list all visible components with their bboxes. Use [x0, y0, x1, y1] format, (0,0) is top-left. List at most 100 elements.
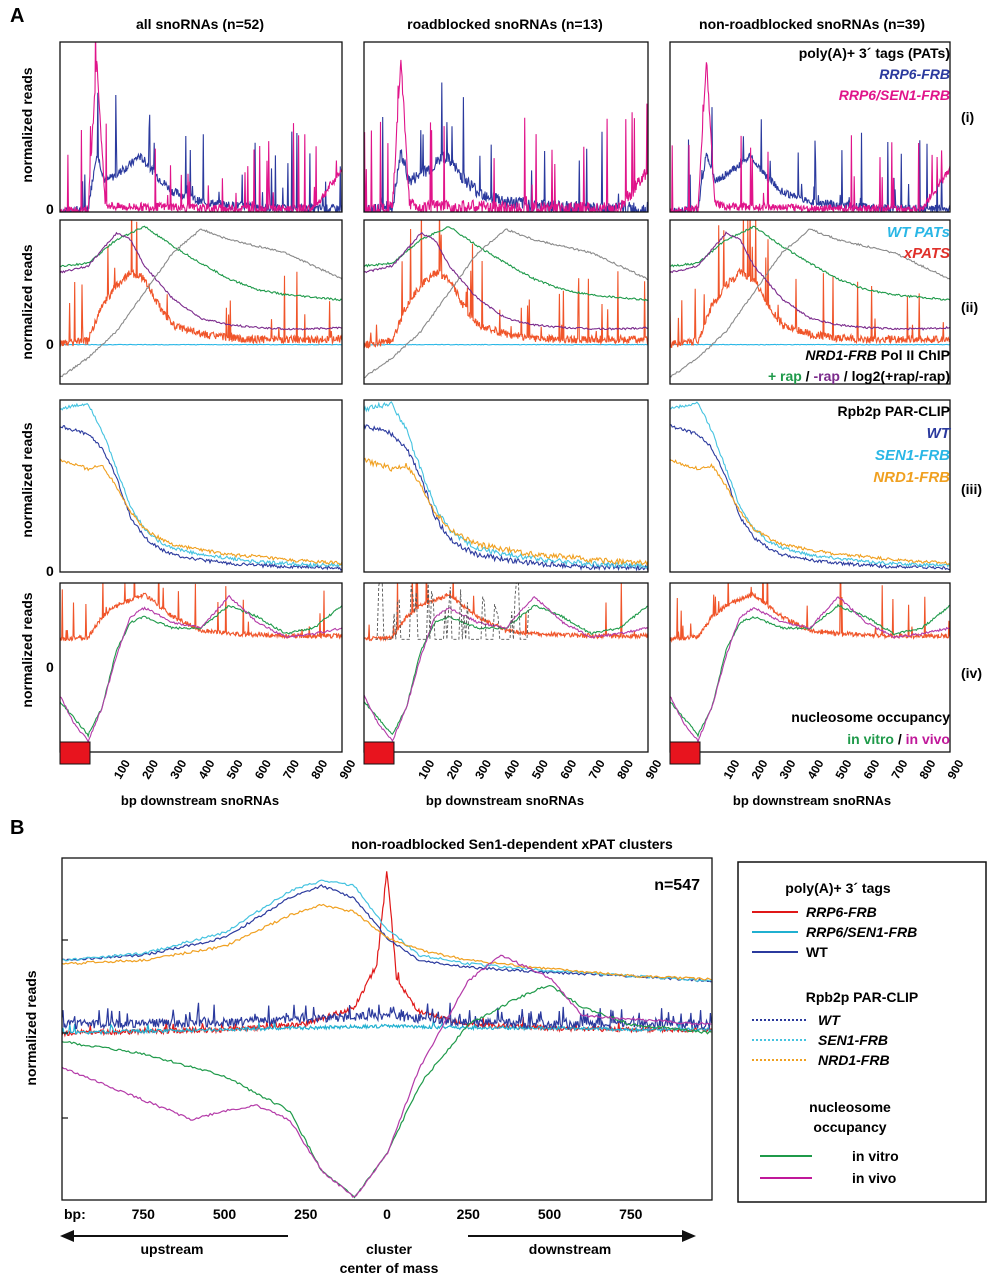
row1-col2-rrp6-sen1-frb-line — [364, 59, 648, 212]
row2-legend-plus-rap: + rap — [768, 368, 802, 384]
col2-x-tick-400: 400 — [500, 757, 522, 782]
row1-zero-label: 0 — [46, 201, 54, 217]
row4-legend-in-vivo: in vivo — [906, 731, 950, 747]
row1-col3-rrp6-sen1-frb-line — [670, 62, 950, 212]
legend-in-vitro-label: in vitro — [852, 1148, 899, 1164]
row4-col2-snorna-marker — [363, 741, 395, 765]
legend-wt-label: WT — [806, 944, 828, 960]
row3-col3-sen1-frb-line — [670, 401, 950, 569]
row1-tag: (i) — [961, 109, 974, 125]
col3-x-tick-300: 300 — [776, 757, 798, 782]
row4-col3-plot — [669, 582, 951, 765]
row3-zero-label: 0 — [46, 563, 54, 579]
panel-b-x-tick-6: 750 — [619, 1206, 643, 1222]
row3-col2-frame — [363, 399, 649, 573]
row4-col1-plot — [59, 582, 343, 765]
row3-col3-frame — [669, 399, 951, 573]
legend-g3-title2: occupancy — [813, 1119, 886, 1135]
row1-ylabel: normalized reads — [19, 67, 35, 182]
row3-col2-sen1-frb-line — [364, 401, 648, 570]
row1-col2-series — [364, 59, 648, 212]
row3-col1-nrd1-frb-line — [60, 458, 342, 566]
col2-x-tick-300: 300 — [472, 757, 494, 782]
row2-ylabel: normalized reads — [19, 244, 35, 359]
row2-legend-chip: NRD1-FRB Pol II ChIP — [805, 347, 950, 363]
row1-legend-rrp6: RRP6-FRB — [879, 66, 950, 82]
panel-b-rrp6-frb-line — [62, 871, 712, 1038]
row2-col3-frame — [669, 219, 951, 385]
row4-col3-frame — [669, 582, 951, 753]
row4-col2-plot — [363, 582, 649, 765]
col2-x-tick-800: 800 — [614, 757, 636, 782]
row2-col1--rap-line — [60, 231, 342, 331]
row2-col3--rap-line — [670, 225, 950, 301]
col2-x-tick-100: 100 — [415, 757, 437, 782]
panel-b-frame — [61, 857, 713, 1201]
panel-a-plots — [59, 41, 951, 765]
col3-xlabel: bp downstream snoRNAs — [733, 793, 891, 808]
panel-b-legend-box — [737, 861, 987, 1203]
row4-col1-in-vitro-line — [60, 605, 342, 738]
legend-parclip-sen1-label: SEN1-FRB — [818, 1032, 888, 1048]
row1-col2-rrp6-frb-line — [364, 82, 648, 212]
row2-legend-chip-rest: Pol II ChIP — [877, 347, 950, 363]
row4-col1-series — [60, 583, 342, 744]
col2-xlabel: bp downstream snoRNAs — [426, 793, 584, 808]
upstream-arrowhead — [60, 1230, 74, 1242]
row1-col2-plot — [363, 41, 649, 213]
row4-ylabel: normalized reads — [19, 592, 35, 707]
downstream-label: downstream — [529, 1241, 611, 1257]
col1-x-tick-300: 300 — [167, 757, 189, 782]
row3-col1-frame — [59, 399, 343, 573]
row2-col2-xpats-line — [364, 220, 648, 349]
row3-col2-wt-line — [364, 423, 648, 572]
row2-legend-nrd1: NRD1-FRB — [805, 347, 877, 363]
legend-g3-title1: nucleosome — [809, 1099, 891, 1115]
panel-b-n-label: n=547 — [654, 877, 700, 894]
row4-col3-series — [670, 583, 950, 744]
row2-col3-series — [670, 220, 950, 378]
col1-x-tick-900: 900 — [336, 757, 358, 782]
row1-col3-frame — [669, 41, 951, 213]
col1-xlabel: bp downstream snoRNAs — [121, 793, 279, 808]
panel-b-in-vitro-line — [62, 984, 712, 1199]
row2-col2-log2-rap-rap--line — [364, 228, 648, 379]
panel-b-rpb2p-sen1-frb-line — [62, 879, 712, 982]
row4-col2-in-vivo-line — [364, 596, 648, 742]
col3-x-tick-800: 800 — [916, 757, 938, 782]
row3-col3-nrd1-frb-line — [670, 458, 950, 566]
row2-tag: (ii) — [961, 299, 978, 315]
panel-b-ylabel: normalized reads — [23, 970, 39, 1085]
col2-title: roadblocked snoRNAs (n=13) — [407, 16, 603, 32]
row1-col1-series — [60, 42, 342, 212]
row3-col1-series — [60, 402, 342, 572]
panel-b-x-tick-1: 500 — [213, 1206, 237, 1222]
row3-col3-series — [670, 401, 950, 571]
col3-x-tick-400: 400 — [804, 757, 826, 782]
row4-col1-snorna-marker — [59, 741, 91, 765]
row1-legend-title: poly(A)+ 3´ tags (PATs) — [799, 45, 950, 61]
row4-col2-frame — [363, 582, 649, 753]
row2-col3-plot — [669, 219, 951, 385]
row2-col1-wt-pats-line — [60, 343, 342, 346]
row2-col3--rap-line — [670, 231, 950, 331]
row3-ylabel: normalized reads — [19, 422, 35, 537]
row3-legend-sen1: SEN1-FRB — [875, 447, 950, 464]
row2-legend-minus-rap: -rap — [813, 368, 839, 384]
row2-legend-wt-pats: WT PATs — [887, 224, 950, 241]
col2-x-tick-500: 500 — [529, 757, 551, 782]
panel-a-letter: A — [10, 5, 24, 27]
row1-col1-rrp6-sen1-frb-line — [60, 42, 342, 212]
legend-rrp6-label: RRP6-FRB — [806, 904, 877, 920]
col3-x-tick-900: 900 — [944, 757, 966, 782]
panel-b-rrp6-sen1-frb-line — [62, 1020, 712, 1036]
row4-legend-in-vitro: in vitro — [847, 731, 894, 747]
legend-in-vivo-label: in vivo — [852, 1170, 896, 1186]
row1-legend-rrp6-sen1: RRP6/SEN1-FRB — [839, 87, 950, 103]
panel-b-wt-line — [62, 1002, 712, 1031]
col1-x-tick-100: 100 — [111, 757, 133, 782]
row2-col3-xpats-line — [670, 220, 950, 349]
panel-a-x-ticks: 100 200 300 400 500 600 700 800 900 100 200 300 400 5… — [111, 757, 967, 782]
row3-col1-plot — [59, 399, 343, 573]
